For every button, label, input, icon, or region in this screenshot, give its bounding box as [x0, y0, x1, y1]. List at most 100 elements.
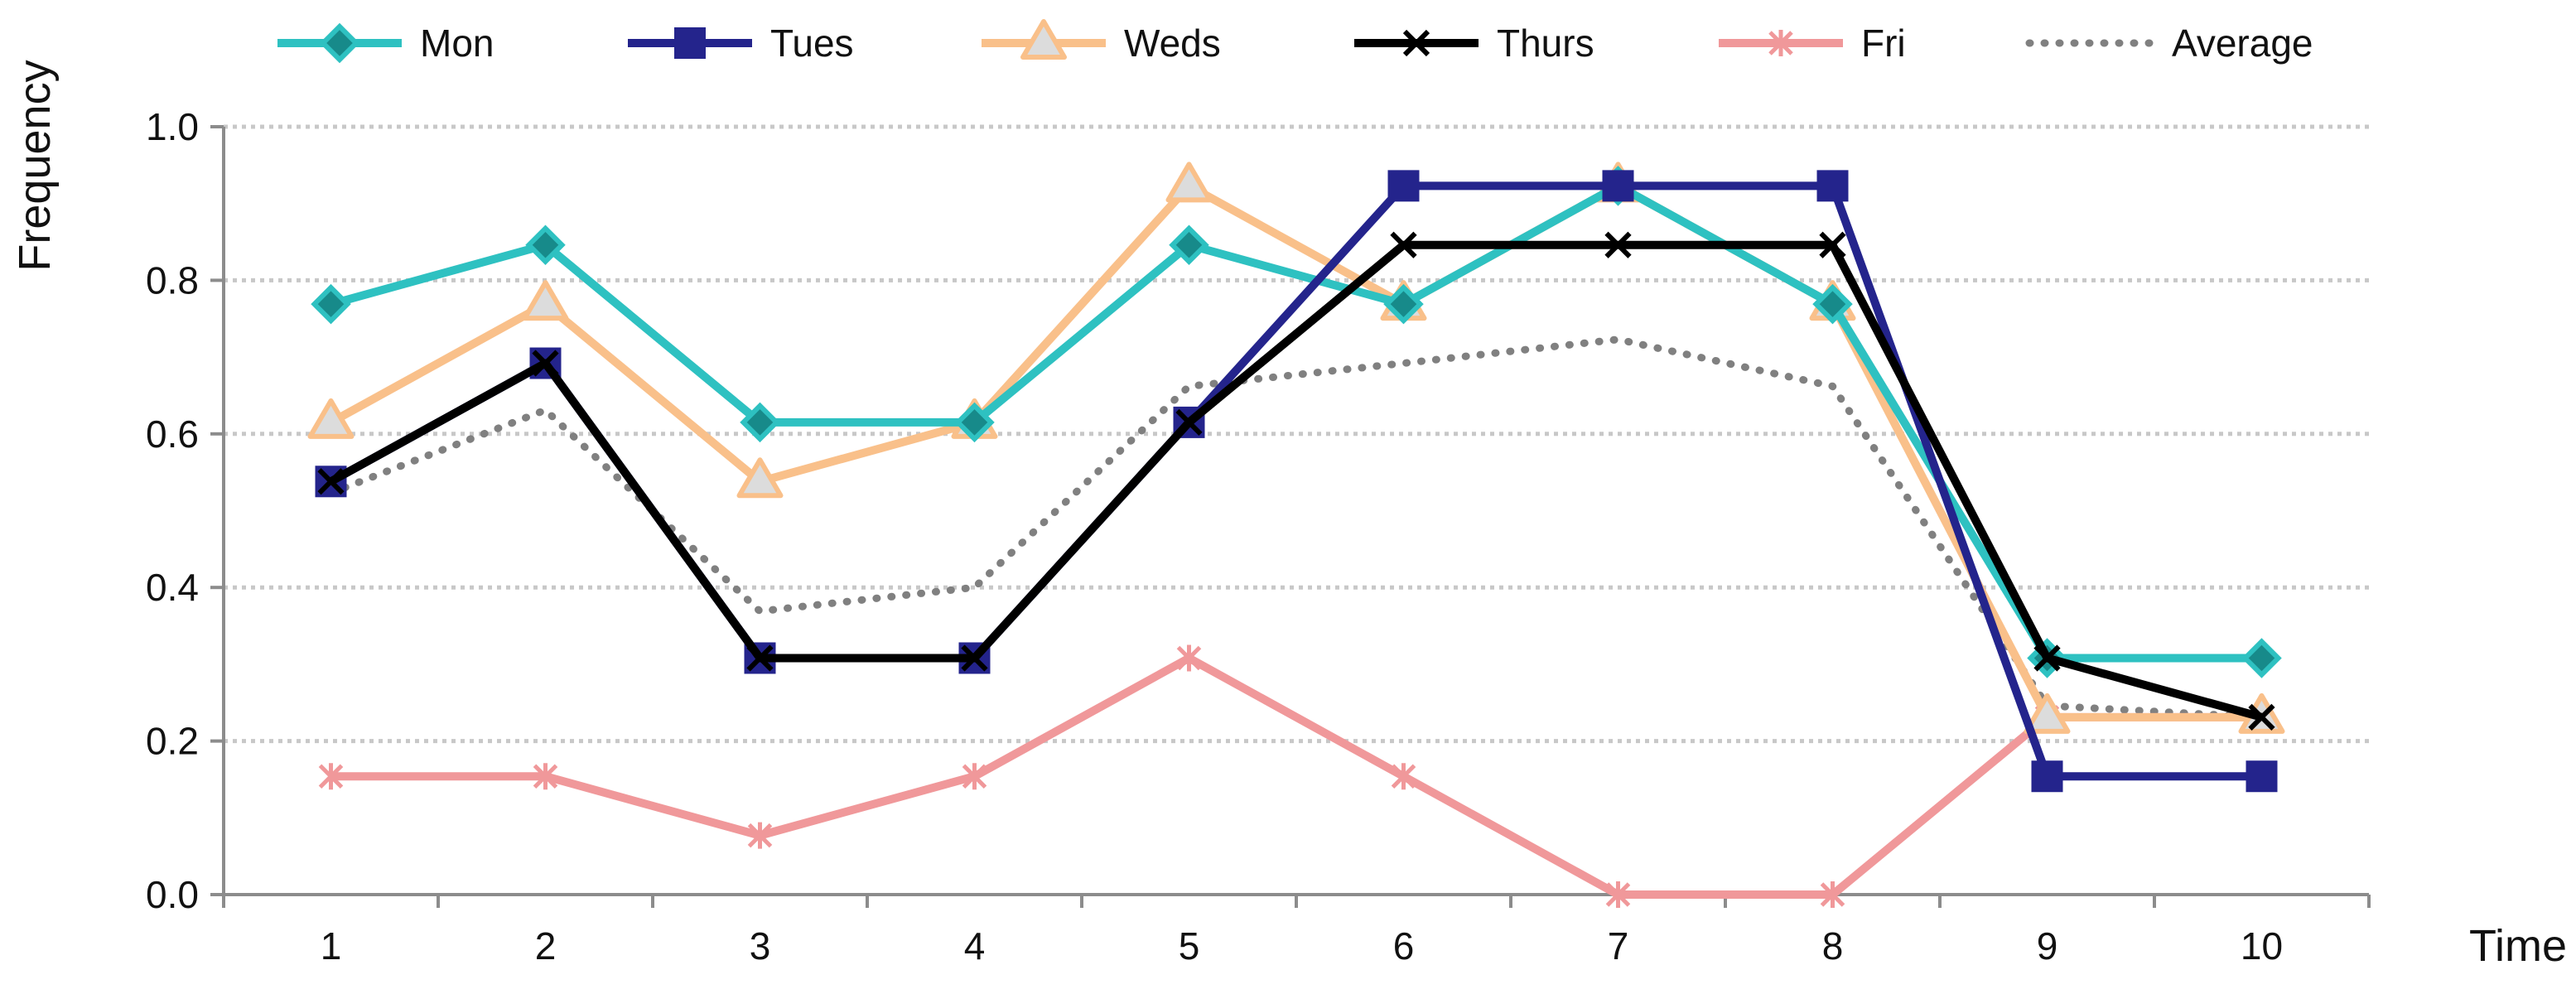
data-point-fri — [318, 763, 344, 790]
legend-item-thurs: Thurs — [1354, 22, 1594, 65]
marker-shape — [522, 280, 569, 321]
data-point-thurs — [532, 350, 559, 377]
marker-shape — [1390, 231, 1417, 258]
marker-shape — [311, 283, 351, 325]
data-point-weds — [307, 398, 355, 439]
marker-shape — [2024, 692, 2071, 734]
series-lines — [307, 162, 2285, 908]
marker-shape — [318, 763, 344, 790]
legend-marker — [319, 22, 360, 64]
marker-shape — [1020, 19, 1067, 60]
data-point-weds — [1165, 162, 1213, 203]
marker-shape — [2246, 760, 2278, 793]
marker-shape — [1602, 170, 1634, 202]
data-point-fri — [1176, 644, 1202, 672]
marker-shape — [1169, 224, 1209, 266]
data-point-tues — [1816, 170, 1849, 202]
marker-shape — [2033, 644, 2061, 672]
data-point-mon — [311, 283, 351, 325]
series-line-fri — [330, 654, 2262, 899]
legend: Mon Tues Weds Thurs Fri Average — [277, 19, 2313, 65]
x-tick-label: 9 — [2037, 924, 2058, 967]
marker-shape — [1387, 170, 1420, 202]
data-point-mon — [1169, 224, 1209, 266]
y-tick-label: 1.0 — [146, 105, 199, 148]
legend-item-fri: Fri — [1719, 22, 1906, 65]
data-point-fri — [962, 763, 987, 790]
data-point-thurs — [1390, 231, 1417, 258]
data-point-thurs — [2248, 703, 2275, 731]
x-tick-label: 10 — [2241, 924, 2283, 967]
data-point-tues — [2031, 760, 2063, 793]
marker-shape — [1383, 283, 1424, 325]
x-tick-label: 1 — [321, 924, 342, 967]
legend-label: Average — [2172, 22, 2313, 65]
marker-shape — [740, 402, 780, 443]
data-point-thurs — [961, 644, 988, 672]
data-point-mon — [954, 402, 995, 443]
data-point-weds — [2024, 692, 2071, 734]
marker-shape — [1175, 408, 1203, 437]
x-tick-label: 8 — [1822, 924, 1844, 967]
legend-label: Tues — [770, 22, 854, 65]
marker-shape — [1768, 30, 1793, 56]
y-tick-label: 0.0 — [146, 873, 199, 916]
legend-marker — [1020, 19, 1067, 60]
y-axis-title: Frequency — [10, 60, 60, 271]
y-tick-label: 0.2 — [146, 720, 199, 763]
data-point-thurs — [317, 468, 345, 495]
legend-item-tues: Tues — [628, 22, 854, 65]
marker-shape — [533, 763, 558, 790]
data-point-mon — [1812, 283, 1853, 325]
data-point-mon — [525, 224, 566, 266]
data-point-fri — [533, 763, 558, 790]
marker-shape — [2031, 760, 2063, 793]
data-point-mon — [2241, 638, 2282, 678]
data-point-tues — [1387, 170, 1420, 202]
data-point-weds — [736, 457, 784, 499]
y-tick-label: 0.4 — [146, 566, 199, 609]
marker-shape — [2248, 703, 2275, 731]
data-point-tues — [1602, 170, 1634, 202]
marker-shape — [1391, 763, 1416, 790]
marker-shape — [319, 22, 360, 64]
legend-label: Fri — [1861, 22, 1906, 65]
data-point-fri — [1391, 763, 1416, 790]
data-point-thurs — [1604, 231, 1632, 258]
data-point-thurs — [1175, 408, 1203, 437]
marker-shape — [1820, 881, 1845, 908]
marker-shape — [674, 27, 706, 59]
series-line-weds — [329, 181, 2262, 721]
x-tick-label: 5 — [1179, 924, 1200, 967]
marker-shape — [317, 468, 345, 495]
marker-shape — [1604, 231, 1632, 258]
data-point-mon — [1383, 283, 1424, 325]
marker-shape — [307, 398, 355, 439]
marker-shape — [1176, 644, 1202, 672]
legend-label: Weds — [1124, 22, 1221, 65]
axes: 0.0 0.2 0.4 0.6 0.8 1.0 1 2 3 4 5 6 7 8 9 10 — [146, 105, 2371, 967]
y-tick-label: 0.8 — [146, 258, 199, 302]
marker-shape — [1812, 283, 1853, 325]
marker-shape — [961, 644, 988, 672]
marker-shape — [1605, 881, 1631, 908]
y-tick-label: 0.6 — [146, 413, 199, 456]
data-point-thurs — [1819, 231, 1846, 258]
x-axis-title: Time — [2469, 921, 2567, 971]
x-tick-label: 6 — [1393, 924, 1415, 967]
marker-shape — [747, 822, 773, 849]
marker-shape — [1819, 231, 1846, 258]
data-point-thurs — [2033, 644, 2061, 672]
legend-marker — [674, 27, 706, 59]
marker-shape — [525, 224, 566, 266]
marker-shape — [736, 457, 784, 499]
marker-shape — [2241, 638, 2282, 678]
legend-item-weds: Weds — [982, 19, 1221, 65]
data-point-fri — [747, 822, 773, 849]
marker-shape — [1165, 162, 1213, 203]
marker-shape — [954, 402, 995, 443]
legend-item-average: Average — [2025, 22, 2313, 65]
marker-shape — [1816, 170, 1849, 202]
data-point-weds — [522, 280, 569, 321]
data-point-fri — [1820, 881, 1845, 908]
